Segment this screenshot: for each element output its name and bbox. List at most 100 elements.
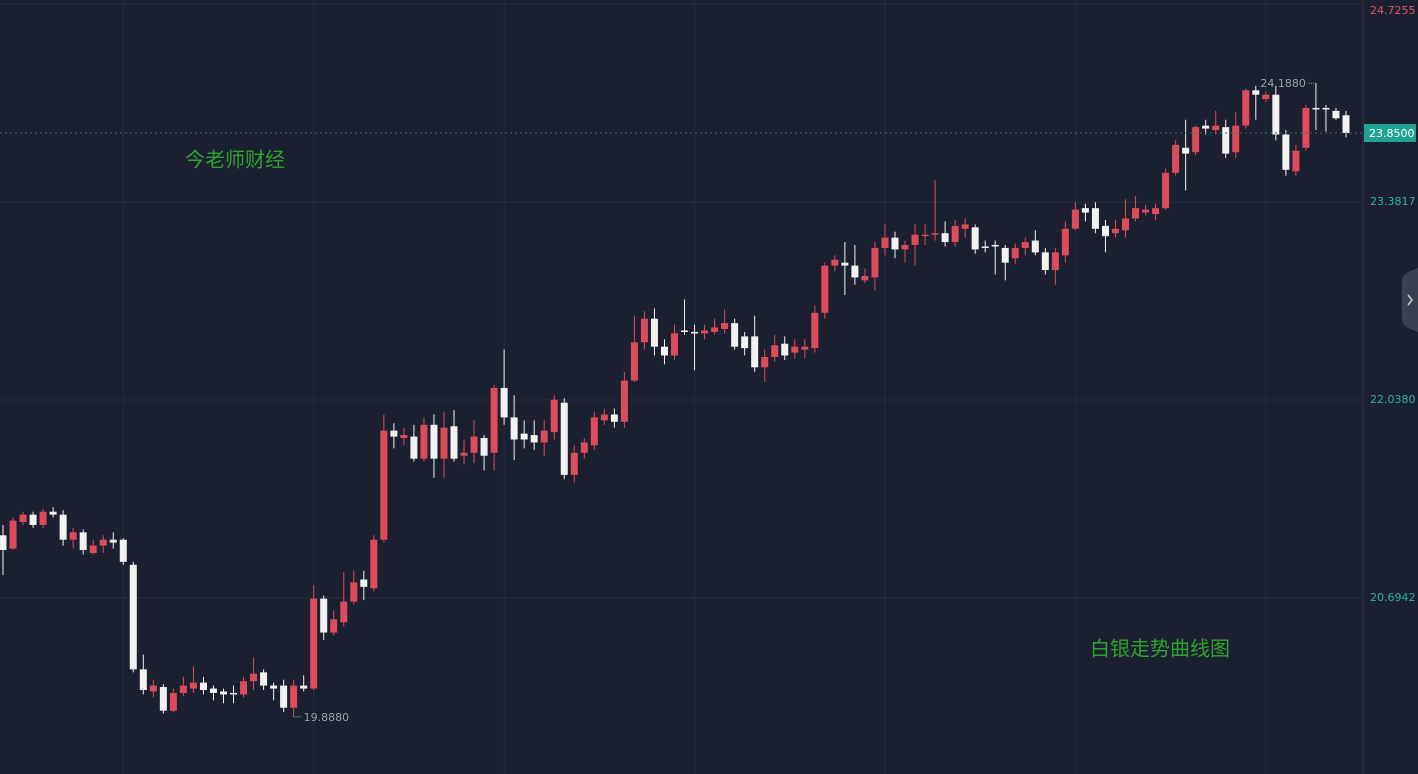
candle-body <box>1111 228 1119 234</box>
candle-body <box>701 330 709 334</box>
candle-body <box>390 430 398 437</box>
candle-body <box>781 343 789 356</box>
candle-body <box>570 452 578 475</box>
candle-body <box>99 539 107 546</box>
candle-body <box>340 601 348 623</box>
candle-body <box>240 681 248 695</box>
candle-body <box>1182 147 1190 154</box>
candle-body <box>861 275 869 281</box>
candle-body <box>1292 150 1300 172</box>
candle-body <box>129 564 137 670</box>
y-tick-label: 24.7255 <box>1370 4 1416 17</box>
candle-body <box>841 262 849 266</box>
candle-body <box>1091 208 1099 229</box>
candle-body <box>490 387 498 453</box>
candle-body <box>430 424 438 459</box>
candle-body <box>1192 127 1200 153</box>
candle-body <box>1172 144 1180 173</box>
candle-body <box>620 380 628 422</box>
candle-body <box>921 234 929 237</box>
side-tab-arrow[interactable] <box>1407 294 1413 306</box>
candle-body <box>250 673 258 682</box>
candle-body <box>350 582 358 602</box>
last-price-label: 23.8500 <box>1369 127 1415 140</box>
candle-body <box>370 539 378 589</box>
candle-body <box>59 514 67 540</box>
candle-body <box>971 227 979 250</box>
candle-body <box>911 234 919 245</box>
candle-body <box>891 237 899 250</box>
candle-body <box>691 331 699 334</box>
candle-body <box>320 598 328 633</box>
candle-body <box>1122 218 1130 231</box>
candle-body <box>801 346 809 350</box>
candle-body <box>1041 252 1049 271</box>
candle-body <box>189 682 197 689</box>
last-price-tag <box>1364 124 1416 143</box>
watermark: 今老师财经 <box>185 148 285 172</box>
candle-body <box>681 330 689 332</box>
candle-body <box>0 535 7 551</box>
candle-body <box>440 427 448 459</box>
candle-body <box>410 436 418 459</box>
y-tick-label: 20.6942 <box>1370 591 1416 604</box>
candle-body <box>330 619 338 633</box>
annotation-label: 19.8880 <box>304 711 350 724</box>
candle-body <box>69 532 77 540</box>
candle-body <box>1262 94 1270 100</box>
candle-body <box>600 414 608 421</box>
candle-body <box>1071 209 1079 229</box>
side-tab[interactable] <box>1402 268 1418 332</box>
candle-body <box>540 430 548 443</box>
candle-body <box>831 259 839 266</box>
candle-body <box>711 327 719 332</box>
candle-body <box>650 318 658 347</box>
candle-body <box>1081 208 1089 213</box>
candle-body <box>1101 225 1109 237</box>
candle-body <box>721 323 729 329</box>
candle-body <box>1152 208 1160 215</box>
caption: 白银走势曲线图 <box>1090 637 1230 661</box>
candle-body <box>199 682 207 691</box>
candle-body <box>1312 107 1320 110</box>
candle-body <box>510 417 518 440</box>
candle-body <box>79 532 87 551</box>
candle-body <box>9 520 17 549</box>
y-tick-label: 22.0380 <box>1370 393 1416 406</box>
candle-body <box>209 688 217 693</box>
candle-body <box>1051 252 1059 271</box>
candle-body <box>400 435 408 439</box>
candle-body <box>1162 172 1170 209</box>
candle-body <box>991 244 999 247</box>
candle-body <box>179 685 187 693</box>
candle-body <box>901 244 909 250</box>
candle-body <box>610 414 618 422</box>
candle-body <box>89 545 97 553</box>
candle-body <box>1302 107 1310 148</box>
candle-body <box>550 399 558 433</box>
candle-body <box>270 685 278 689</box>
candle-body <box>1222 127 1230 154</box>
candle-body <box>119 539 127 562</box>
candle-body <box>981 246 989 248</box>
candle-body <box>1132 208 1140 219</box>
candle-body <box>1001 247 1009 263</box>
side-tab-bg[interactable] <box>1402 268 1418 332</box>
candle-body <box>1011 247 1019 259</box>
candle-body <box>450 426 458 459</box>
candle-body <box>39 511 47 525</box>
candle-body <box>470 436 478 453</box>
candle-body <box>1242 90 1250 126</box>
y-tick-label: 23.3817 <box>1370 195 1416 208</box>
candle-body <box>1142 209 1150 213</box>
candle-body <box>149 685 157 692</box>
candle-body <box>640 318 648 343</box>
candle-body <box>1342 115 1350 134</box>
candle-body <box>1021 242 1029 248</box>
candle-body <box>310 598 318 689</box>
candle-body <box>159 687 167 711</box>
candle-body <box>49 511 57 515</box>
candle-body <box>560 402 568 475</box>
